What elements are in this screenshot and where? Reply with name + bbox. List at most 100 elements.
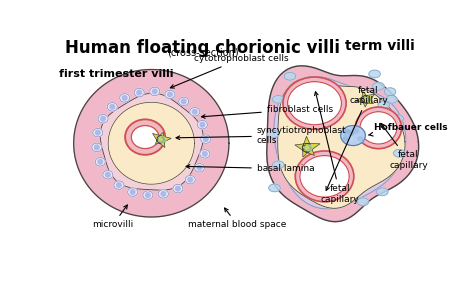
Ellipse shape <box>356 107 401 149</box>
Polygon shape <box>356 91 375 107</box>
Text: (cross-section): (cross-section) <box>167 48 239 58</box>
Circle shape <box>175 186 180 191</box>
Ellipse shape <box>378 101 390 109</box>
Polygon shape <box>278 78 405 208</box>
Text: fetal
capillary: fetal capillary <box>315 92 359 204</box>
Circle shape <box>122 96 127 100</box>
Ellipse shape <box>114 181 124 189</box>
Ellipse shape <box>284 73 296 80</box>
Ellipse shape <box>125 119 165 155</box>
Polygon shape <box>108 102 194 184</box>
Ellipse shape <box>360 112 397 144</box>
Ellipse shape <box>158 136 166 142</box>
Ellipse shape <box>373 82 384 90</box>
Polygon shape <box>274 76 406 209</box>
Polygon shape <box>267 66 419 222</box>
Ellipse shape <box>343 137 348 141</box>
Ellipse shape <box>343 130 348 134</box>
Ellipse shape <box>364 97 370 102</box>
Text: maternal blood space: maternal blood space <box>188 208 287 229</box>
Circle shape <box>110 105 115 109</box>
Ellipse shape <box>143 191 153 199</box>
Ellipse shape <box>197 121 207 129</box>
Circle shape <box>153 89 157 94</box>
Text: Hofbauer cells: Hofbauer cells <box>368 123 447 136</box>
Text: Human floating chorionic villi: Human floating chorionic villi <box>65 38 340 57</box>
Ellipse shape <box>357 138 363 141</box>
Circle shape <box>168 92 172 97</box>
Ellipse shape <box>98 114 108 123</box>
Ellipse shape <box>341 125 365 146</box>
Polygon shape <box>295 136 320 157</box>
Circle shape <box>182 99 186 104</box>
Circle shape <box>106 173 110 177</box>
Ellipse shape <box>194 164 204 172</box>
Circle shape <box>203 137 208 141</box>
Text: fetal
capillary: fetal capillary <box>381 123 428 170</box>
Circle shape <box>200 122 205 127</box>
Circle shape <box>197 165 202 170</box>
Ellipse shape <box>393 149 405 157</box>
Circle shape <box>98 160 102 164</box>
Ellipse shape <box>158 190 168 198</box>
Polygon shape <box>100 93 203 190</box>
Ellipse shape <box>357 137 363 141</box>
Circle shape <box>101 116 105 121</box>
Ellipse shape <box>347 137 353 141</box>
Ellipse shape <box>392 115 403 123</box>
Ellipse shape <box>128 188 137 196</box>
Ellipse shape <box>92 143 102 152</box>
Circle shape <box>137 90 142 95</box>
Text: first trimester villi: first trimester villi <box>59 69 173 79</box>
Text: microvilli: microvilli <box>92 205 133 229</box>
Ellipse shape <box>376 188 388 196</box>
Circle shape <box>95 130 100 135</box>
Text: fetal
capillary: fetal capillary <box>326 86 388 190</box>
Circle shape <box>161 192 166 196</box>
Ellipse shape <box>288 82 341 125</box>
Ellipse shape <box>283 77 346 129</box>
Ellipse shape <box>185 175 195 184</box>
Ellipse shape <box>165 90 175 99</box>
Ellipse shape <box>190 108 200 116</box>
Ellipse shape <box>273 161 284 169</box>
Text: fibroblast cells: fibroblast cells <box>201 105 333 118</box>
Ellipse shape <box>354 129 359 133</box>
Text: cytotrophoblast cells: cytotrophoblast cells <box>171 54 289 88</box>
Ellipse shape <box>150 87 160 96</box>
Ellipse shape <box>179 97 189 106</box>
Ellipse shape <box>134 88 144 97</box>
Ellipse shape <box>201 135 211 143</box>
Text: basal lamina: basal lamina <box>186 164 314 173</box>
Ellipse shape <box>273 95 284 103</box>
Circle shape <box>146 193 150 197</box>
Ellipse shape <box>269 184 280 192</box>
Ellipse shape <box>384 88 396 95</box>
Ellipse shape <box>103 171 113 179</box>
Ellipse shape <box>93 128 103 137</box>
Text: term villi: term villi <box>345 38 415 53</box>
Ellipse shape <box>345 129 350 134</box>
Ellipse shape <box>357 198 369 205</box>
Ellipse shape <box>304 145 312 151</box>
Circle shape <box>192 110 197 114</box>
Text: syncytiotrophoblast
cells: syncytiotrophoblast cells <box>176 126 346 145</box>
Ellipse shape <box>267 130 279 138</box>
Ellipse shape <box>131 125 159 149</box>
Ellipse shape <box>200 150 210 158</box>
Ellipse shape <box>348 131 354 135</box>
Polygon shape <box>153 132 171 148</box>
Ellipse shape <box>300 155 349 197</box>
Ellipse shape <box>107 103 117 111</box>
Circle shape <box>130 190 135 194</box>
Circle shape <box>202 151 207 156</box>
Ellipse shape <box>173 184 183 193</box>
Polygon shape <box>73 70 229 217</box>
Ellipse shape <box>95 158 105 166</box>
Circle shape <box>94 145 99 150</box>
Circle shape <box>188 177 192 182</box>
Ellipse shape <box>119 94 130 102</box>
Ellipse shape <box>369 70 380 78</box>
Ellipse shape <box>352 127 357 131</box>
Circle shape <box>117 183 121 187</box>
